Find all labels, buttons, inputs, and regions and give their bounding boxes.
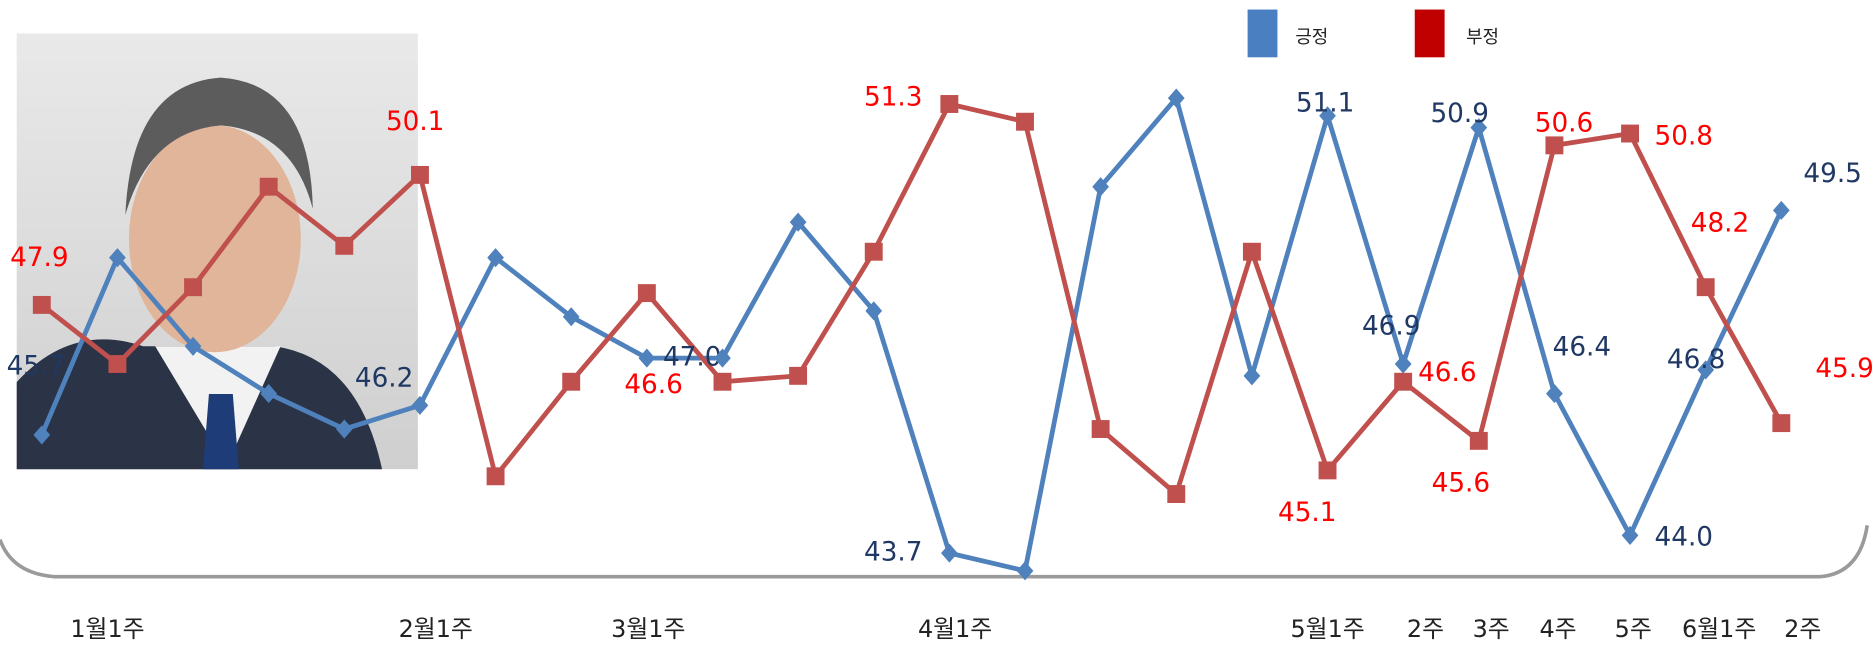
legend-label: 부정 <box>1466 27 1499 48</box>
x-tick-label: 5주 <box>1615 615 1652 643</box>
x-tick-label: 4주 <box>1539 615 1576 643</box>
marker <box>789 212 807 232</box>
marker <box>865 301 883 321</box>
data-label: 47.0 <box>663 343 721 373</box>
data-label: 46.9 <box>1362 312 1420 342</box>
marker <box>562 307 580 327</box>
marker <box>1772 200 1790 220</box>
data-label: 43.7 <box>864 538 922 568</box>
marker <box>562 372 581 391</box>
marker <box>184 336 202 356</box>
marker <box>184 278 203 297</box>
marker <box>487 248 504 268</box>
marker <box>1545 136 1564 155</box>
marker <box>259 177 278 196</box>
marker <box>1167 485 1186 503</box>
legend-label: 긍정 <box>1295 27 1328 48</box>
data-label: 49.5 <box>1803 159 1861 189</box>
data-label: 46.8 <box>1667 345 1725 375</box>
data-label: 44.0 <box>1655 522 1713 552</box>
data-label: 51.3 <box>864 83 922 113</box>
frame <box>0 525 1869 579</box>
data-label: 45.6 <box>1432 468 1490 498</box>
plot: 1월1주 2월1주 3월1주 4월1주 5월1주 2주 3주 4주 5주 6월1주 2주 45.7 46… <box>7 83 1872 643</box>
data-label: 48.2 <box>1691 208 1749 238</box>
marker <box>1621 525 1639 545</box>
marker <box>260 384 278 404</box>
marker <box>1319 106 1336 126</box>
marker <box>1546 384 1563 404</box>
data-label: 45.9 <box>1815 354 1872 384</box>
x-tick-label: 6월1주 <box>1682 615 1756 643</box>
data-label: 50.6 <box>1535 108 1593 138</box>
marker <box>1394 354 1412 374</box>
marker <box>940 95 959 113</box>
marker <box>1016 561 1034 581</box>
marker <box>1092 177 1109 197</box>
series-line <box>40 101 1784 499</box>
legend-swatch <box>1414 9 1445 58</box>
x-tick-label: 1월1주 <box>70 615 144 643</box>
data-label: 50.8 <box>1655 122 1713 152</box>
marker <box>1470 118 1488 138</box>
x-tick-label: 5월1주 <box>1290 615 1364 643</box>
marker <box>1621 124 1640 143</box>
marker <box>713 372 732 391</box>
marker <box>108 355 127 373</box>
marker <box>1242 242 1261 261</box>
x-tick-label: 2주 <box>1784 615 1821 643</box>
data-label: 51.1 <box>1296 88 1354 118</box>
marker <box>335 236 354 255</box>
legend-swatch <box>1247 9 1278 58</box>
marker <box>1091 420 1110 438</box>
marker <box>1243 366 1261 386</box>
data-label: 47.9 <box>10 243 68 273</box>
x-tick-label: 2주 <box>1407 615 1444 643</box>
marker <box>1394 372 1413 391</box>
data-label: 46.6 <box>624 370 682 400</box>
x-tick-label: 3월1주 <box>611 615 685 643</box>
marker <box>638 348 656 368</box>
marker <box>1016 112 1034 131</box>
x-tick-label: 4월1주 <box>918 615 992 643</box>
series-line <box>39 93 1784 574</box>
marker <box>941 543 958 563</box>
marker <box>32 295 51 314</box>
marker <box>410 165 429 184</box>
x-tick-label: 3주 <box>1473 615 1510 643</box>
marker <box>109 248 126 268</box>
marker <box>864 242 883 261</box>
marker <box>714 348 731 368</box>
marker <box>789 366 808 385</box>
marker <box>1318 461 1337 480</box>
data-label: 46.4 <box>1553 333 1611 363</box>
marker <box>411 395 429 415</box>
marker <box>486 467 505 486</box>
marker <box>1697 360 1715 380</box>
data-label: 46.6 <box>1418 358 1476 388</box>
data-label: 46.2 <box>355 364 413 394</box>
data-label: 50.1 <box>386 107 444 137</box>
marker <box>637 284 656 303</box>
marker <box>1167 88 1185 108</box>
marker <box>33 425 51 445</box>
marker <box>1469 431 1488 450</box>
x-tick-label: 2월1주 <box>399 615 473 643</box>
data-label: 45.7 <box>7 351 65 381</box>
legend: 긍정 부정 <box>1247 9 1499 58</box>
data-label: 50.9 <box>1430 99 1488 129</box>
marker <box>1696 278 1715 297</box>
data-label: 45.1 <box>1278 498 1336 528</box>
marker <box>1772 414 1791 433</box>
